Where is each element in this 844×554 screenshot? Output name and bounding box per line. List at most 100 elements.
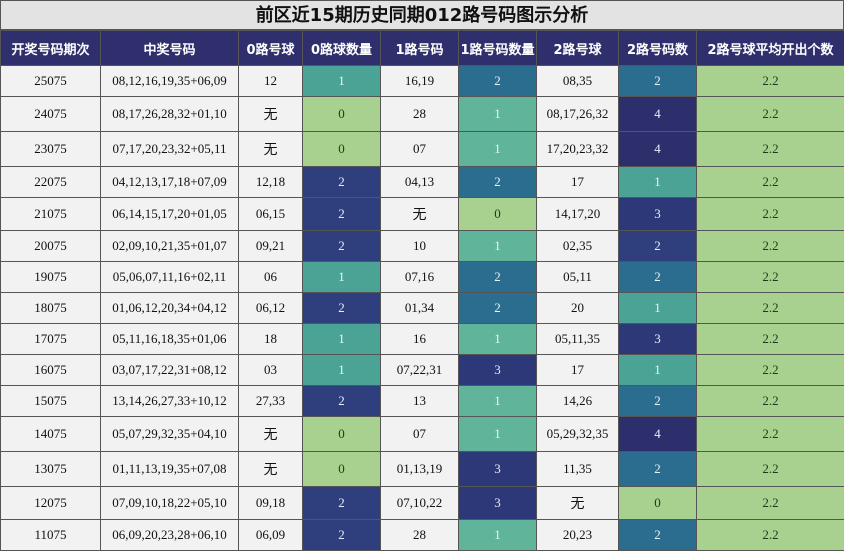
cell-route0-count: 2 <box>302 519 381 551</box>
cell-winning-numbers: 06,14,15,17,20+01,05 <box>100 197 239 231</box>
cell-route2-count: 1 <box>618 166 697 198</box>
cell-period: 13075 <box>0 451 101 487</box>
cell-winning-numbers: 13,14,26,27,33+10,12 <box>100 385 239 417</box>
cell-route0-count: 2 <box>302 230 381 262</box>
cell-route1-count: 3 <box>458 486 537 520</box>
cell-route2-count: 2 <box>618 385 697 417</box>
cell-period: 25075 <box>0 65 101 97</box>
cell-route2-count: 3 <box>618 197 697 231</box>
cell-route1-count: 1 <box>458 385 537 417</box>
header-period: 开奖号码期次 <box>0 30 101 66</box>
cell-route1-balls: 01,13,19 <box>380 451 459 487</box>
cell-winning-numbers: 08,12,16,19,35+06,09 <box>100 65 239 97</box>
header-row: 开奖号码期次 中奖号码 0路号球 0路球数量 1路号码 1路号码数量 2路号球 … <box>0 30 844 66</box>
cell-route2-count: 2 <box>618 230 697 262</box>
cell-route1-count: 2 <box>458 292 537 324</box>
cell-route2-average: 2.2 <box>696 65 844 97</box>
cell-route2-count: 2 <box>618 519 697 551</box>
table-row: 16075 03,07,17,22,31+08,12 03 1 07,22,31 3 17 1… <box>0 354 844 386</box>
cell-winning-numbers: 05,11,16,18,35+01,06 <box>100 323 239 355</box>
cell-route1-balls: 01,34 <box>380 292 459 324</box>
cell-route0-count: 1 <box>302 323 381 355</box>
cell-route1-balls: 07,10,22 <box>380 486 459 520</box>
cell-route0-balls: 无 <box>238 131 303 167</box>
header-numbers: 中奖号码 <box>100 30 239 66</box>
table-row: 20075 02,09,10,21,35+01,07 09,21 2 10 1 02,35 2… <box>0 230 844 262</box>
cell-route0-balls: 09,18 <box>238 486 303 520</box>
cell-route1-balls: 10 <box>380 230 459 262</box>
cell-route1-balls: 16 <box>380 323 459 355</box>
cell-route0-count: 0 <box>302 416 381 452</box>
cell-period: 22075 <box>0 166 101 198</box>
cell-route2-average: 2.2 <box>696 131 844 167</box>
cell-route2-balls: 14,26 <box>536 385 619 417</box>
cell-route2-balls: 20 <box>536 292 619 324</box>
cell-route1-count: 2 <box>458 261 537 293</box>
table-row: 24075 08,17,26,28,32+01,10 无 0 28 1 08,17,26,3… <box>0 96 844 132</box>
cell-route0-balls: 06 <box>238 261 303 293</box>
cell-route2-count: 0 <box>618 486 697 520</box>
cell-route2-count: 4 <box>618 416 697 452</box>
cell-route0-count: 2 <box>302 166 381 198</box>
cell-route0-count: 0 <box>302 131 381 167</box>
cell-route2-balls: 20,23 <box>536 519 619 551</box>
cell-winning-numbers: 07,09,10,18,22+05,10 <box>100 486 239 520</box>
cell-route0-balls: 06,15 <box>238 197 303 231</box>
cell-route0-balls: 06,12 <box>238 292 303 324</box>
cell-winning-numbers: 05,07,29,32,35+04,10 <box>100 416 239 452</box>
cell-route2-count: 1 <box>618 354 697 386</box>
cell-route0-count: 0 <box>302 96 381 132</box>
cell-period: 15075 <box>0 385 101 417</box>
cell-route1-count: 1 <box>458 131 537 167</box>
cell-route1-count: 1 <box>458 416 537 452</box>
cell-route1-count: 1 <box>458 230 537 262</box>
cell-route1-balls: 07,22,31 <box>380 354 459 386</box>
cell-route0-balls: 27,33 <box>238 385 303 417</box>
cell-route2-count: 4 <box>618 96 697 132</box>
table-row: 14075 05,07,29,32,35+04,10 无 0 07 1 05,29,32,3… <box>0 416 844 452</box>
cell-route1-balls: 04,13 <box>380 166 459 198</box>
cell-winning-numbers: 05,06,07,11,16+02,11 <box>100 261 239 293</box>
cell-route2-balls: 05,11 <box>536 261 619 293</box>
cell-route2-average: 2.2 <box>696 197 844 231</box>
cell-route2-average: 2.2 <box>696 486 844 520</box>
cell-route0-balls: 12,18 <box>238 166 303 198</box>
cell-route1-count: 0 <box>458 197 537 231</box>
header-route2-average: 2路号球平均开出个数 <box>696 30 844 66</box>
cell-route1-balls: 07 <box>380 416 459 452</box>
cell-route0-count: 1 <box>302 65 381 97</box>
table-row: 13075 01,11,13,19,35+07,08 无 0 01,13,19 3 11,3… <box>0 451 844 487</box>
cell-period: 24075 <box>0 96 101 132</box>
cell-winning-numbers: 01,11,13,19,35+07,08 <box>100 451 239 487</box>
cell-winning-numbers: 06,09,20,23,28+06,10 <box>100 519 239 551</box>
page-title: 前区近15期历史同期012路号码图示分析 <box>0 0 844 30</box>
cell-winning-numbers: 07,17,20,23,32+05,11 <box>100 131 239 167</box>
cell-period: 16075 <box>0 354 101 386</box>
cell-period: 20075 <box>0 230 101 262</box>
cell-route0-balls: 无 <box>238 96 303 132</box>
cell-route0-count: 1 <box>302 354 381 386</box>
cell-route1-count: 1 <box>458 96 537 132</box>
table-row: 12075 07,09,10,18,22+05,10 09,18 2 07,10,22 3… <box>0 486 844 520</box>
cell-route0-balls: 无 <box>238 416 303 452</box>
table-row: 17075 05,11,16,18,35+01,06 18 1 16 1 05,11,35 3… <box>0 323 844 355</box>
cell-period: 12075 <box>0 486 101 520</box>
cell-route2-average: 2.2 <box>696 416 844 452</box>
header-route1-balls: 1路号码 <box>380 30 459 66</box>
table-row: 19075 05,06,07,11,16+02,11 06 1 07,16 2 05,11 2… <box>0 261 844 293</box>
cell-route1-count: 2 <box>458 166 537 198</box>
cell-route1-balls: 07,16 <box>380 261 459 293</box>
cell-route2-average: 2.2 <box>696 385 844 417</box>
cell-period: 19075 <box>0 261 101 293</box>
cell-route0-count: 2 <box>302 385 381 417</box>
cell-route0-count: 2 <box>302 197 381 231</box>
cell-route1-count: 2 <box>458 65 537 97</box>
cell-route2-count: 2 <box>618 261 697 293</box>
cell-route0-balls: 18 <box>238 323 303 355</box>
cell-route0-count: 1 <box>302 261 381 293</box>
cell-route2-balls: 14,17,20 <box>536 197 619 231</box>
table-row: 23075 07,17,20,23,32+05,11 无 0 07 1 17,20,23,3… <box>0 131 844 167</box>
cell-period: 18075 <box>0 292 101 324</box>
cell-route2-balls: 05,11,35 <box>536 323 619 355</box>
cell-winning-numbers: 04,12,13,17,18+07,09 <box>100 166 239 198</box>
